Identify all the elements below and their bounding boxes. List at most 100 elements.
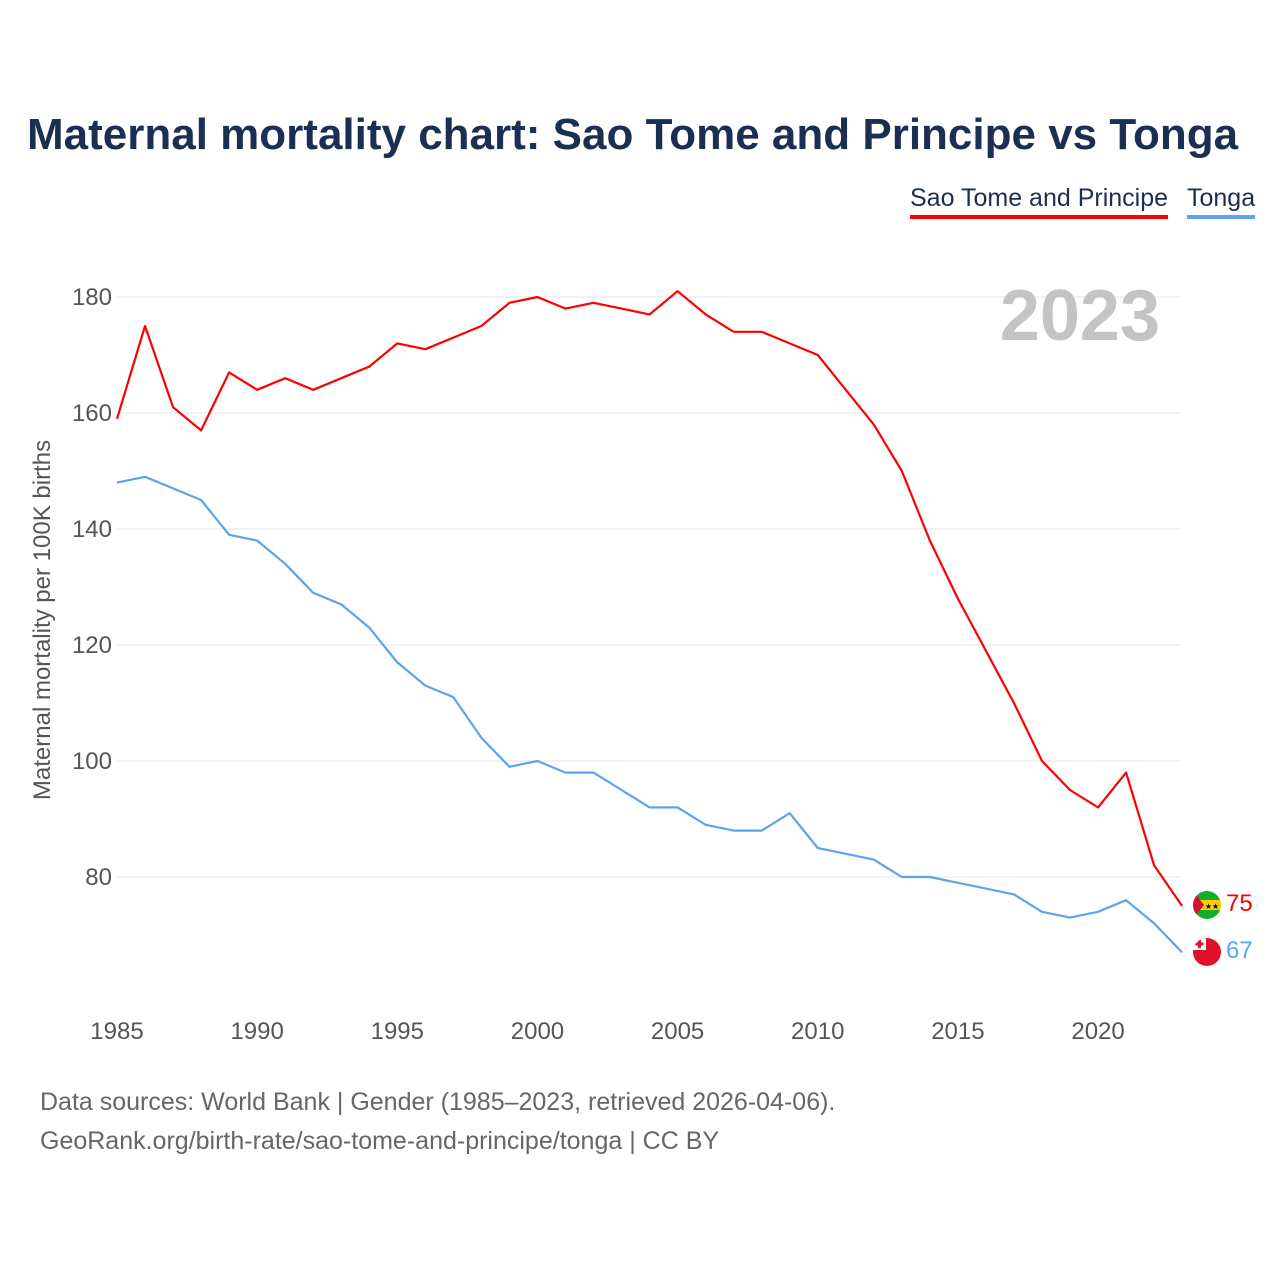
data-point (900, 469, 904, 473)
chart-title: Maternal mortality chart: Sao Tome and P… (27, 110, 1239, 159)
data-point (1180, 904, 1184, 908)
data-point (1152, 921, 1156, 925)
data-point (760, 330, 764, 334)
data-point (788, 341, 792, 345)
data-point (844, 388, 848, 392)
x-tick-label: 2005 (651, 1018, 704, 1045)
data-point (872, 423, 876, 427)
data-point (339, 376, 343, 380)
data-point (143, 475, 147, 479)
data-point (676, 805, 680, 809)
sao-tome-flag-icon: ★★ (1193, 891, 1221, 919)
data-point (423, 684, 427, 688)
data-point (1152, 863, 1156, 867)
data-point (171, 405, 175, 409)
y-tick-label: 160 (72, 400, 112, 427)
data-point (227, 533, 231, 537)
data-point (704, 823, 708, 827)
data-point (395, 660, 399, 664)
end-label-tonga: 67 (1226, 937, 1253, 964)
footer-link[interactable]: GeoRank.org/birth-rate/sao-tome-and-prin… (40, 1127, 720, 1155)
data-point (928, 875, 932, 879)
data-point (143, 324, 147, 328)
data-point (255, 388, 259, 392)
legend-tonga[interactable]: Tonga (1187, 184, 1256, 219)
data-point (115, 417, 119, 421)
data-point (900, 875, 904, 879)
data-point (423, 347, 427, 351)
data-point (956, 881, 960, 885)
series-line-tonga (116, 475, 1183, 954)
data-point (535, 295, 539, 299)
data-point (648, 805, 652, 809)
data-point (563, 771, 567, 775)
end-label-sao-tome: 75 (1226, 890, 1253, 917)
data-point (1012, 892, 1016, 896)
y-tick-label: 100 (72, 748, 112, 775)
data-point (676, 289, 680, 293)
data-point (367, 626, 371, 630)
data-point (620, 788, 624, 792)
data-point (592, 301, 596, 305)
data-point (227, 370, 231, 374)
data-point (339, 602, 343, 606)
x-tick-label: 1985 (90, 1018, 143, 1045)
data-point (1124, 898, 1128, 902)
data-point (732, 330, 736, 334)
data-point (760, 829, 764, 833)
data-point (732, 829, 736, 833)
data-point (451, 336, 455, 340)
footer-sources: Data sources: World Bank | Gender (1985–… (40, 1088, 836, 1116)
data-point (872, 858, 876, 862)
x-tick-label: 1990 (230, 1018, 283, 1045)
data-point (367, 365, 371, 369)
data-point (844, 852, 848, 856)
year-watermark: 2023 (1000, 276, 1160, 356)
data-point (199, 498, 203, 502)
y-axis-label: Maternal mortality per 100K births (29, 440, 56, 800)
data-point (171, 486, 175, 490)
data-point (1124, 771, 1128, 775)
data-point (283, 376, 287, 380)
x-tick-label: 2015 (931, 1018, 984, 1045)
data-point (816, 353, 820, 357)
series-line-sao-tome (115, 290, 1184, 907)
data-point (507, 765, 511, 769)
data-point (199, 428, 203, 432)
data-point (395, 341, 399, 345)
data-point (928, 539, 932, 543)
data-point (115, 481, 119, 485)
data-point (535, 759, 539, 763)
data-point (1040, 759, 1044, 763)
x-tick-label: 2000 (511, 1018, 564, 1045)
y-tick-label: 80 (85, 864, 112, 891)
data-point (255, 539, 259, 543)
x-tick-label: 2020 (1071, 1018, 1124, 1045)
tonga-flag-icon (1193, 938, 1221, 966)
legend-sao-tome[interactable]: Sao Tome and Principe (910, 184, 1169, 219)
data-point (451, 695, 455, 699)
data-point (1068, 788, 1072, 792)
data-point (1096, 805, 1100, 809)
data-point (816, 846, 820, 850)
y-tick-label: 120 (72, 632, 112, 659)
x-tick-label: 1995 (371, 1018, 424, 1045)
data-point (311, 388, 315, 392)
data-point (1096, 910, 1100, 914)
data-point (507, 301, 511, 305)
x-tick-label: 2010 (791, 1018, 844, 1045)
data-point (311, 591, 315, 595)
data-point (1068, 916, 1072, 920)
data-point (1012, 701, 1016, 705)
data-point (704, 312, 708, 316)
data-point (1180, 950, 1184, 954)
data-point (1040, 910, 1044, 914)
data-point (479, 324, 483, 328)
y-tick-label: 180 (72, 284, 112, 311)
y-tick-label: 140 (72, 516, 112, 543)
data-point (620, 307, 624, 311)
data-point (479, 736, 483, 740)
data-point (956, 597, 960, 601)
data-point (563, 307, 567, 311)
